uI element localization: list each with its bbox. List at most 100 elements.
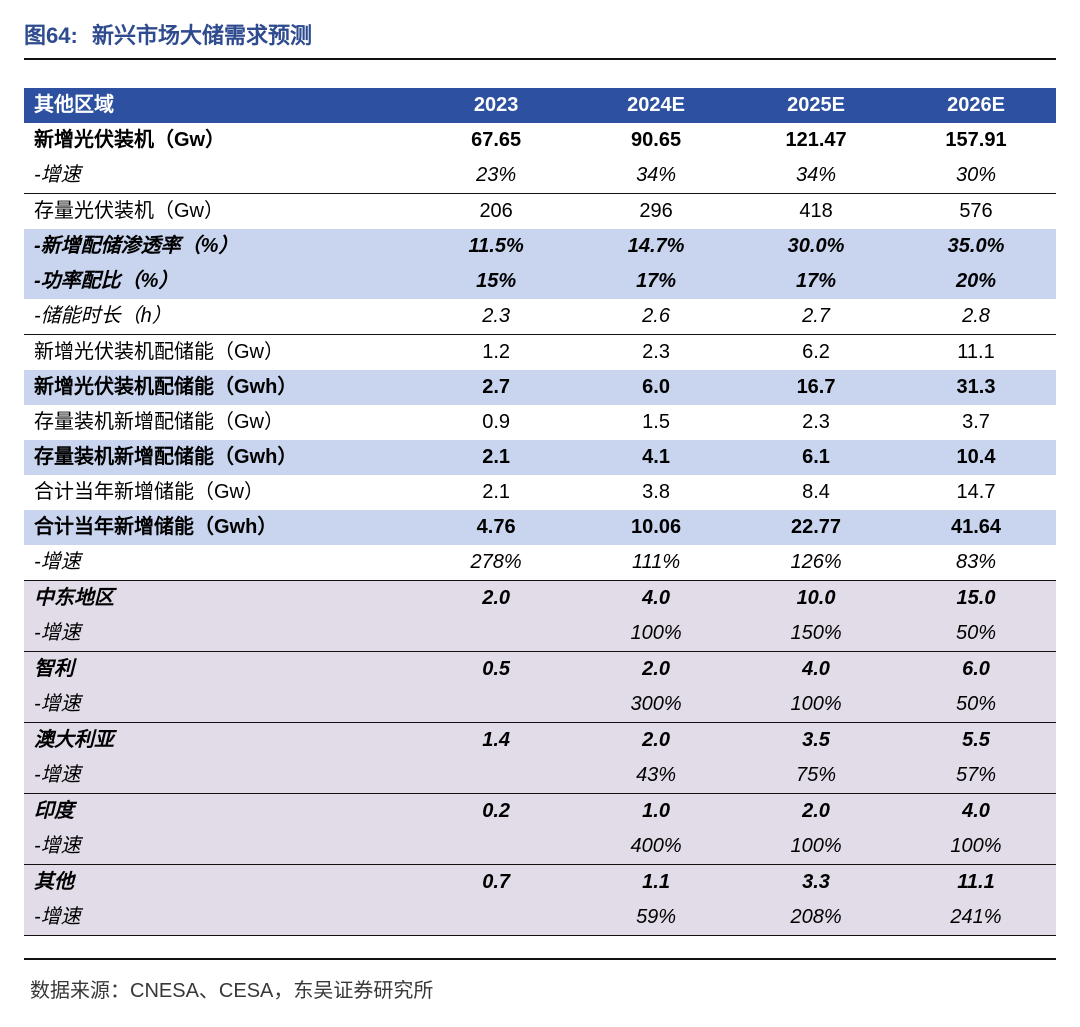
row-label: 存量光伏装机（Gw） — [24, 194, 416, 230]
cell-value: 8.4 — [736, 475, 896, 510]
cell-value — [416, 829, 576, 865]
cell-value: 5.5 — [896, 723, 1056, 759]
cell-value: 2.0 — [576, 723, 736, 759]
cell-value: 4.0 — [736, 652, 896, 688]
row-label: -增速 — [24, 900, 416, 936]
cell-value: 1.5 — [576, 405, 736, 440]
row-label: 中东地区 — [24, 581, 416, 617]
row-label: 存量装机新增配储能（Gwh） — [24, 440, 416, 475]
cell-value: 150% — [736, 616, 896, 652]
cell-value: 14.7% — [576, 229, 736, 264]
table-row: 新增光伏装机配储能（Gwh）2.76.016.731.3 — [24, 370, 1056, 405]
row-label: 新增光伏装机配储能（Gw） — [24, 335, 416, 371]
cell-value: 3.8 — [576, 475, 736, 510]
cell-value: 6.1 — [736, 440, 896, 475]
cell-value: 59% — [576, 900, 736, 936]
col-header-2023: 2023 — [416, 88, 576, 123]
table-row: -增速400%100%100% — [24, 829, 1056, 865]
cell-value: 0.9 — [416, 405, 576, 440]
cell-value: 16.7 — [736, 370, 896, 405]
cell-value: 22.77 — [736, 510, 896, 545]
table-row: -增速100%150%50% — [24, 616, 1056, 652]
cell-value: 1.1 — [576, 865, 736, 901]
cell-value: 400% — [576, 829, 736, 865]
cell-value: 296 — [576, 194, 736, 230]
row-label: -增速 — [24, 616, 416, 652]
cell-value: 2.1 — [416, 440, 576, 475]
table-row: 中东地区2.04.010.015.0 — [24, 581, 1056, 617]
cell-value: 241% — [896, 900, 1056, 936]
cell-value: 15.0 — [896, 581, 1056, 617]
row-label: 新增光伏装机（Gw） — [24, 123, 416, 158]
row-label: 存量装机新增配储能（Gw） — [24, 405, 416, 440]
cell-value — [416, 900, 576, 936]
cell-value: 10.0 — [736, 581, 896, 617]
table-row: 智利0.52.04.06.0 — [24, 652, 1056, 688]
cell-value: 0.7 — [416, 865, 576, 901]
cell-value: 2.1 — [416, 475, 576, 510]
table-row: -增速278%111%126%83% — [24, 545, 1056, 581]
row-label: -增速 — [24, 758, 416, 794]
cell-value: 3.7 — [896, 405, 1056, 440]
cell-value: 11.5% — [416, 229, 576, 264]
cell-value: 50% — [896, 687, 1056, 723]
cell-value: 6.2 — [736, 335, 896, 371]
table-row: -功率配比（%）15%17%17%20% — [24, 264, 1056, 299]
cell-value: 2.0 — [416, 581, 576, 617]
cell-value: 1.0 — [576, 794, 736, 830]
cell-value: 10.06 — [576, 510, 736, 545]
table-row: 合计当年新增储能（Gwh）4.7610.0622.7741.64 — [24, 510, 1056, 545]
cell-value: 2.6 — [576, 299, 736, 335]
cell-value: 576 — [896, 194, 1056, 230]
cell-value: 10.4 — [896, 440, 1056, 475]
cell-value: 17% — [576, 264, 736, 299]
cell-value — [416, 758, 576, 794]
row-label: -新增配储渗透率（%） — [24, 229, 416, 264]
cell-value: 2.3 — [416, 299, 576, 335]
cell-value: 57% — [896, 758, 1056, 794]
table-row: 合计当年新增储能（Gw）2.13.88.414.7 — [24, 475, 1056, 510]
cell-value: 20% — [896, 264, 1056, 299]
table-row: 印度0.21.02.04.0 — [24, 794, 1056, 830]
table-row: -增速300%100%50% — [24, 687, 1056, 723]
row-label: 澳大利亚 — [24, 723, 416, 759]
cell-value: 3.5 — [736, 723, 896, 759]
cell-value: 206 — [416, 194, 576, 230]
col-header-2025e: 2025E — [736, 88, 896, 123]
cell-value: 100% — [736, 829, 896, 865]
cell-value: 2.3 — [736, 405, 896, 440]
cell-value: 6.0 — [896, 652, 1056, 688]
cell-value: 4.0 — [576, 581, 736, 617]
cell-value: 157.91 — [896, 123, 1056, 158]
row-label: 合计当年新增储能（Gw） — [24, 475, 416, 510]
cell-value: 126% — [736, 545, 896, 581]
cell-value: 6.0 — [576, 370, 736, 405]
cell-value: 418 — [736, 194, 896, 230]
data-source: 数据来源：CNESA、CESA，东吴证券研究所 — [24, 974, 1056, 1003]
table-row: 澳大利亚1.42.03.55.5 — [24, 723, 1056, 759]
row-label: -增速 — [24, 687, 416, 723]
table-wrapper: 其他区域 2023 2024E 2025E 2026E 新增光伏装机（Gw）67… — [24, 88, 1056, 960]
col-header-2024e: 2024E — [576, 88, 736, 123]
cell-value: 35.0% — [896, 229, 1056, 264]
cell-value: 111% — [576, 545, 736, 581]
cell-value: 30.0% — [736, 229, 896, 264]
cell-value: 2.0 — [576, 652, 736, 688]
cell-value: 278% — [416, 545, 576, 581]
cell-value: 3.3 — [736, 865, 896, 901]
cell-value: 34% — [736, 158, 896, 194]
table-row: -增速43%75%57% — [24, 758, 1056, 794]
col-header-region: 其他区域 — [24, 88, 416, 123]
figure-title-text: 新兴市场大储需求预测 — [92, 23, 312, 48]
cell-value: 300% — [576, 687, 736, 723]
figure-title: 图64: 新兴市场大储需求预测 — [24, 18, 1056, 60]
cell-value: 43% — [576, 758, 736, 794]
cell-value: 15% — [416, 264, 576, 299]
cell-value: 34% — [576, 158, 736, 194]
cell-value: 0.5 — [416, 652, 576, 688]
cell-value: 4.76 — [416, 510, 576, 545]
row-label: 合计当年新增储能（Gwh） — [24, 510, 416, 545]
cell-value: 11.1 — [896, 865, 1056, 901]
cell-value — [416, 687, 576, 723]
cell-value: 31.3 — [896, 370, 1056, 405]
